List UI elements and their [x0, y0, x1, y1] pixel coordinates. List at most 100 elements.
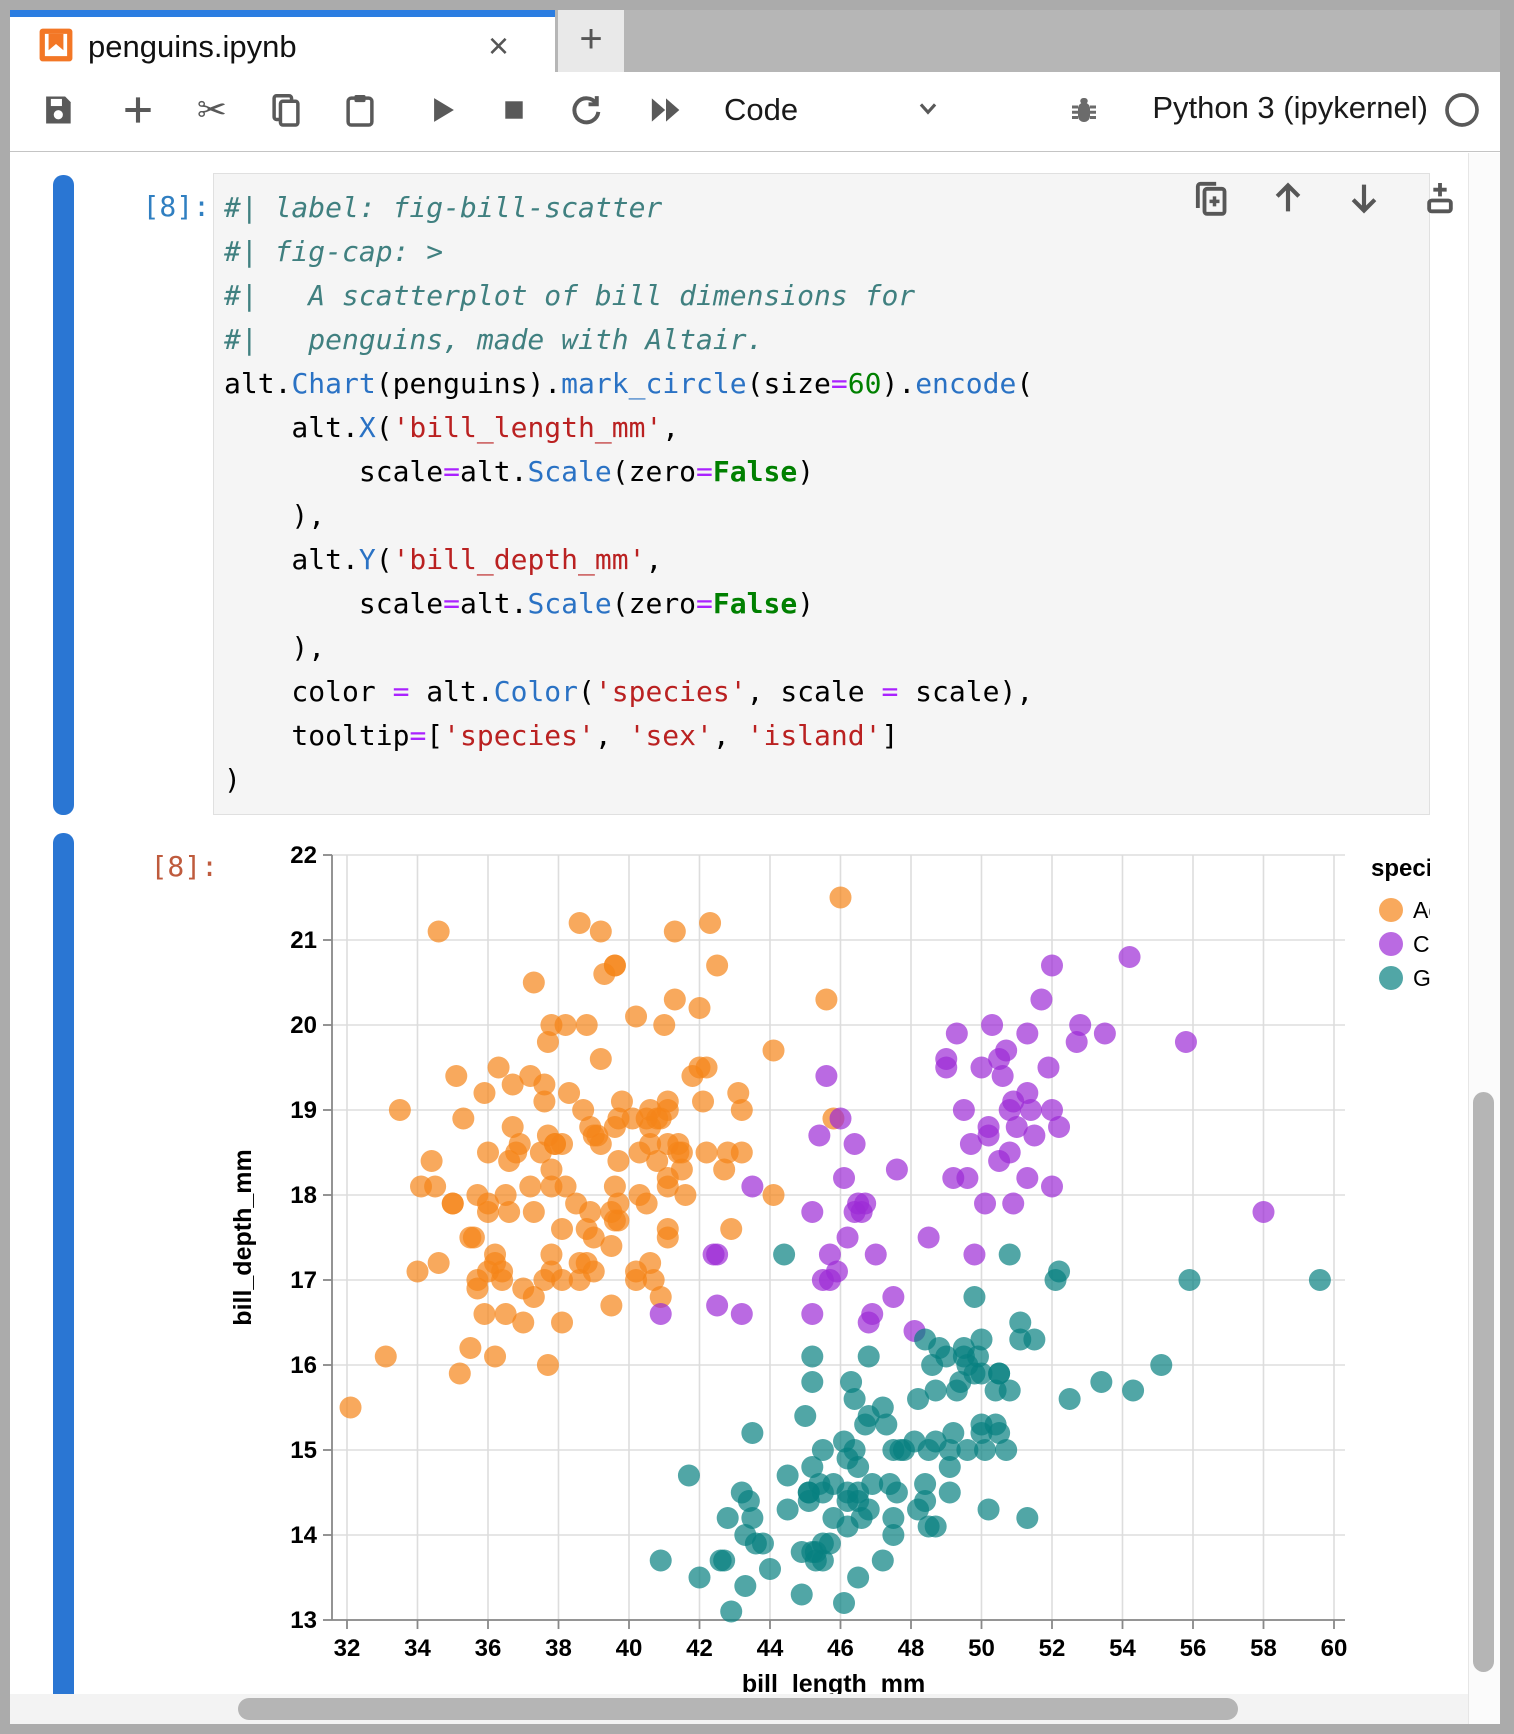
- x-tick-label: 60: [1321, 1635, 1348, 1662]
- tab-close-icon[interactable]: ×: [488, 25, 510, 66]
- data-point-Adelie: [646, 1150, 669, 1172]
- x-tick-label: 32: [334, 1635, 361, 1662]
- output-collapser[interactable]: [53, 833, 74, 1724]
- data-point-Gentoo: [688, 1566, 711, 1589]
- data-point-Gentoo: [988, 1362, 1011, 1385]
- data-point-Adelie: [540, 1158, 563, 1181]
- data-point-Gentoo: [914, 1473, 937, 1495]
- data-point-Gentoo: [847, 1456, 870, 1478]
- code-line: #| fig-cap: >: [224, 235, 444, 268]
- data-point-Adelie: [653, 1014, 676, 1036]
- input-collapser[interactable]: [53, 175, 74, 815]
- kernel-name[interactable]: Python 3 (ipykernel): [1152, 90, 1428, 125]
- data-point-Chinstrap: [706, 1294, 729, 1317]
- code-editor[interactable]: #| label: fig-bill-scatter #| fig-cap: > #…: [224, 186, 1033, 802]
- x-tick-label: 56: [1180, 1635, 1207, 1662]
- data-point-Adelie: [427, 1252, 450, 1274]
- data-point-Gentoo: [1308, 1269, 1331, 1291]
- data-point-Adelie: [730, 1099, 753, 1121]
- data-point-Gentoo: [984, 1379, 1007, 1402]
- data-point-Adelie: [339, 1396, 362, 1419]
- data-point-Gentoo: [843, 1439, 866, 1461]
- data-point-Chinstrap: [991, 1065, 1014, 1087]
- data-point-Adelie: [663, 988, 686, 1011]
- insert-cell-above-icon[interactable]: [1402, 174, 1478, 222]
- vertical-scrollbar-thumb[interactable]: [1473, 1092, 1494, 1672]
- copy-icon[interactable]: [262, 86, 310, 134]
- data-point-Chinstrap: [857, 1311, 880, 1334]
- run-all-icon[interactable]: [642, 86, 690, 134]
- horizontal-scrollbar-thumb[interactable]: [238, 1698, 1238, 1720]
- data-point-Adelie: [473, 1082, 496, 1104]
- y-tick-label: 13: [290, 1607, 317, 1634]
- code-line: alt.Chart(penguins).mark_circle(size=60)…: [224, 367, 1034, 400]
- data-point-Chinstrap: [981, 1014, 1004, 1036]
- save-icon[interactable]: [34, 86, 82, 134]
- data-point-Adelie: [522, 1201, 545, 1223]
- data-point-Gentoo: [713, 1549, 736, 1572]
- data-point-Chinstrap: [963, 1243, 986, 1266]
- data-point-Adelie: [639, 1252, 662, 1274]
- data-point-Adelie: [554, 1014, 577, 1036]
- vertical-scrollbar: [1468, 153, 1500, 1724]
- data-point-Adelie: [477, 1141, 499, 1164]
- data-point-Chinstrap: [1023, 1124, 1046, 1147]
- data-point-Gentoo: [677, 1464, 700, 1487]
- duplicate-cell-icon[interactable]: [1174, 174, 1250, 222]
- data-point-Gentoo: [801, 1371, 824, 1393]
- data-point-Gentoo: [998, 1243, 1021, 1266]
- kernel-status-icon[interactable]: [1438, 86, 1486, 134]
- data-point-Gentoo: [776, 1498, 799, 1521]
- y-tick-label: 18: [290, 1182, 317, 1209]
- cut-icon[interactable]: ✂: [196, 89, 228, 131]
- data-point-Chinstrap: [843, 1201, 866, 1223]
- data-point-Chinstrap: [741, 1175, 764, 1198]
- data-point-Adelie: [529, 1141, 552, 1164]
- data-point-Adelie: [695, 1141, 718, 1164]
- data-point-Chinstrap: [1048, 1116, 1071, 1138]
- cell-type-dropdown[interactable]: Code: [710, 86, 945, 134]
- data-point-Chinstrap: [952, 1099, 975, 1121]
- data-point-Adelie: [441, 1192, 464, 1215]
- new-tab-button[interactable]: +: [558, 10, 624, 72]
- bug-icon[interactable]: [1060, 86, 1108, 134]
- data-point-Gentoo: [882, 1524, 905, 1546]
- data-point-Adelie: [572, 1099, 595, 1121]
- cell-toolbar: [1174, 174, 1500, 222]
- data-point-Adelie: [639, 1099, 662, 1121]
- data-point-Adelie: [533, 1090, 556, 1113]
- data-point-Adelie: [459, 1337, 482, 1359]
- data-point-Gentoo: [843, 1388, 866, 1410]
- data-point-Gentoo: [857, 1345, 880, 1368]
- data-point-Chinstrap: [977, 1124, 1000, 1147]
- data-point-Chinstrap: [1037, 1056, 1060, 1079]
- paste-icon[interactable]: [336, 86, 384, 134]
- run-icon[interactable]: [418, 86, 466, 134]
- tab-title: penguins.ipynb: [88, 29, 297, 64]
- legend-label-Chinstrap: Chinstrap: [1413, 931, 1430, 957]
- data-point-Adelie: [656, 1175, 679, 1198]
- scatter-plot: 13 14 15 16 17 18 19 20 21 22 32 34 36 38 40 42 44 46 48 50…: [229, 842, 1430, 1698]
- restart-kernel-icon[interactable]: [562, 86, 610, 134]
- stop-icon[interactable]: [490, 86, 538, 134]
- cell-type-value: Code: [724, 92, 799, 127]
- data-point-Chinstrap: [818, 1243, 841, 1266]
- x-tick-label: 42: [686, 1635, 713, 1662]
- x-tick-label: 52: [1039, 1635, 1066, 1662]
- tab-penguins-ipynb[interactable]: penguins.ipynb ×: [10, 10, 555, 72]
- x-tick-label: 48: [898, 1635, 925, 1662]
- data-point-Adelie: [699, 912, 722, 934]
- data-point-Chinstrap: [995, 1039, 1018, 1062]
- data-point-Gentoo: [811, 1481, 834, 1504]
- data-point-Adelie: [607, 1150, 630, 1172]
- data-point-Gentoo: [790, 1583, 813, 1606]
- data-point-Adelie: [674, 1184, 697, 1206]
- data-point-Adelie: [498, 1150, 521, 1172]
- tab-bar: penguins.ipynb × +: [10, 10, 1500, 72]
- move-cell-up-icon[interactable]: [1250, 174, 1326, 222]
- move-cell-down-icon[interactable]: [1326, 174, 1402, 222]
- data-point-Gentoo: [928, 1337, 951, 1359]
- y-axis-title: bill_depth_mm: [229, 1149, 257, 1325]
- legend-swatch-Gentoo: [1379, 966, 1403, 990]
- add-cell-icon[interactable]: [114, 86, 162, 134]
